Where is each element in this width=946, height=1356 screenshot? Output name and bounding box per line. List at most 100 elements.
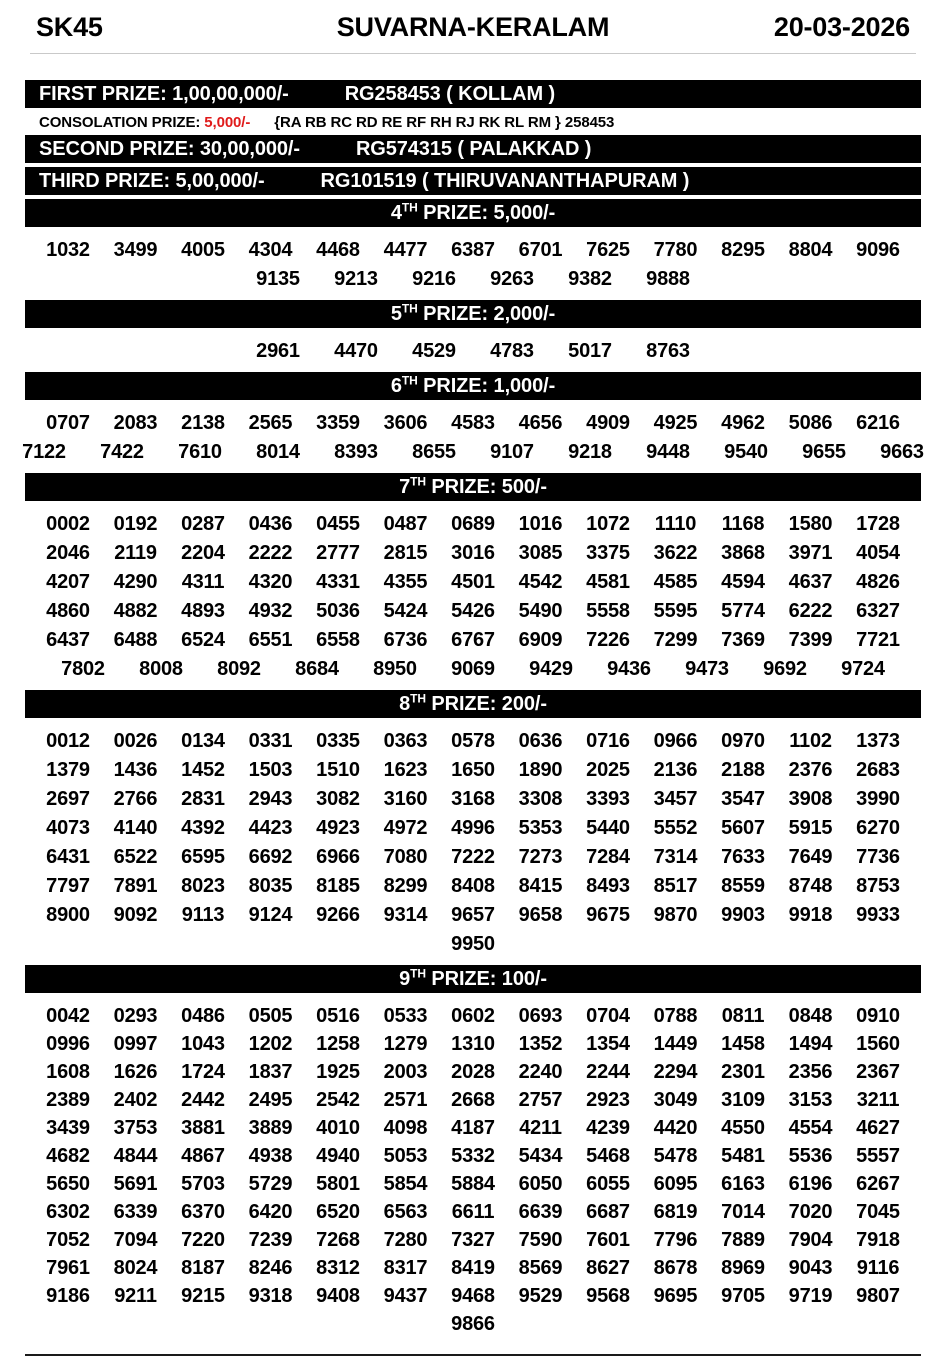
prize-number: 8748 (788, 875, 833, 897)
prize-number: 5353 (518, 817, 563, 839)
prize-number: 4932 (248, 600, 293, 622)
prize-number: 9211 (114, 1285, 157, 1307)
prize-number: 0487 (383, 513, 428, 535)
prize-number: 4477 (383, 239, 428, 261)
prize-number: 7961 (46, 1257, 90, 1279)
prize-number: 8763 (646, 340, 690, 362)
first-prize-bar: FIRST PRIZE: 1,00,00,000/- RG258453 ( KO… (25, 80, 921, 108)
prize-number: 7721 (856, 629, 900, 651)
prize-number: 2222 (248, 542, 293, 564)
consolation-label: CONSOLATION PRIZE: (39, 114, 201, 131)
number-row: 0012 0026 0134 0331 0335 0363 0578 0636 0716 0966… (37, 727, 909, 756)
prize-number: 1560 (856, 1033, 900, 1055)
prize-number: 1724 (181, 1061, 225, 1083)
prize-number: 4581 (586, 571, 630, 593)
prize-number: 6339 (113, 1201, 158, 1223)
prize-number: 1310 (451, 1033, 495, 1055)
prize-number: 1072 (586, 513, 630, 535)
prize-number: 7904 (788, 1229, 833, 1251)
eighth-prize-title: PRIZE: 200/- (425, 693, 547, 715)
prize-number: 0192 (113, 513, 158, 535)
number-row: 6431 6522 6595 6692 6966 7080 7222 7273 7284 7314… (37, 843, 909, 872)
prize-number: 0516 (316, 1005, 360, 1027)
prize-number: 0293 (113, 1005, 158, 1027)
prize-number: 9116 (856, 1257, 900, 1279)
prize-number: 5536 (788, 1145, 833, 1167)
third-prize-label: THIRD PRIZE: 5,00,000/- (39, 170, 265, 192)
prize-number: 2565 (248, 412, 293, 434)
prize-number: 4207 (46, 571, 90, 593)
prize-number: 6701 (518, 239, 563, 261)
prize-number: 8299 (383, 875, 428, 897)
prize-number: 9866 (451, 1313, 495, 1335)
prize-number: 8678 (653, 1257, 698, 1279)
prize-number: 7222 (451, 846, 495, 868)
prize-number: 6163 (721, 1173, 765, 1195)
prize-number: 5558 (586, 600, 630, 622)
prize-number: 9918 (788, 904, 833, 926)
number-row: 0002 0192 0287 0436 0455 0487 0689 1016 1072 1110… (37, 510, 909, 539)
prize-number: 5595 (653, 600, 698, 622)
prize-number: 6819 (653, 1201, 698, 1223)
prize-number: 6095 (653, 1173, 698, 1195)
number-row: 6437 6488 6524 6551 6558 6736 6767 6909 7226 7299… (37, 626, 909, 655)
prize-number: 9215 (181, 1285, 225, 1307)
prize-number: 6267 (856, 1173, 900, 1195)
prize-number: 7299 (653, 629, 698, 651)
prize-number: 9724 (841, 658, 885, 680)
seventh-prize-title: PRIZE: 500/- (425, 476, 547, 498)
prize-number: 6595 (181, 846, 225, 868)
prize-number: 1258 (316, 1033, 360, 1055)
prize-number: 6488 (113, 629, 158, 651)
prize-number: 0693 (518, 1005, 563, 1027)
prize-number: 1110 (654, 513, 697, 535)
prize-number: 5424 (383, 600, 428, 622)
prize-number: 9807 (856, 1285, 900, 1307)
prize-number: 5086 (788, 412, 833, 434)
prize-number: 4585 (653, 571, 698, 593)
draw-date: 20-03-2026 (773, 12, 910, 42)
prize-number: 3375 (586, 542, 630, 564)
prize-number: 5478 (653, 1145, 698, 1167)
prize-number: 7094 (113, 1229, 158, 1251)
prize-number: 8655 (412, 441, 456, 463)
prize-number: 5691 (113, 1173, 158, 1195)
prize-number: 0287 (181, 513, 225, 535)
prize-number: 4867 (181, 1145, 225, 1167)
prize-number: 5481 (721, 1145, 765, 1167)
prize-list: FIRST PRIZE: 1,00,00,000/- RG258453 ( KO… (0, 80, 946, 1344)
prize-number: 6524 (181, 629, 225, 651)
prize-number: 9663 (880, 441, 924, 463)
prize-number: 7590 (518, 1229, 563, 1251)
prize-number: 2003 (383, 1061, 428, 1083)
number-row: 0996 0997 1043 1202 1258 1279 1310 1352 1354 1449… (37, 1030, 909, 1058)
prize-number: 6639 (518, 1201, 563, 1223)
prize-number: 7273 (518, 846, 563, 868)
prize-number: 3971 (788, 542, 833, 564)
prize-number: 6909 (518, 629, 563, 651)
ninth-prize-ordinal: 9 (399, 968, 411, 990)
prize-number: 8008 (139, 658, 183, 680)
prize-number: 7422 (100, 441, 144, 463)
number-row: 3439 3753 3881 3889 4010 4098 4187 4211 4239 4420… (37, 1114, 909, 1142)
prize-number: 4529 (412, 340, 456, 362)
prize-number: 1032 (46, 239, 90, 261)
prize-number: 6387 (451, 239, 495, 261)
prize-number: 3168 (451, 788, 495, 810)
prize-number: 1650 (451, 759, 495, 781)
prize-number: 4392 (181, 817, 225, 839)
prize-number: 7891 (113, 875, 158, 897)
number-row: 4207 4290 4311 4320 4331 4355 4501 4542 4581 4585… (37, 568, 909, 597)
prize-number: 4239 (586, 1117, 630, 1139)
prize-number: 0910 (856, 1005, 900, 1027)
first-prize-label: FIRST PRIZE: 1,00,00,000/- (39, 83, 289, 105)
prize-number: 6050 (518, 1173, 563, 1195)
prize-number: 8627 (586, 1257, 630, 1279)
prize-number: 3085 (518, 542, 563, 564)
prize-number: 4962 (721, 412, 765, 434)
prize-number: 0636 (518, 730, 563, 752)
prize-number: 1352 (518, 1033, 563, 1055)
prize-number: 0026 (113, 730, 158, 752)
number-row: 2046 2119 2204 2222 2777 2815 3016 3085 3375 3622… (37, 539, 909, 568)
prize-number: 5854 (383, 1173, 428, 1195)
